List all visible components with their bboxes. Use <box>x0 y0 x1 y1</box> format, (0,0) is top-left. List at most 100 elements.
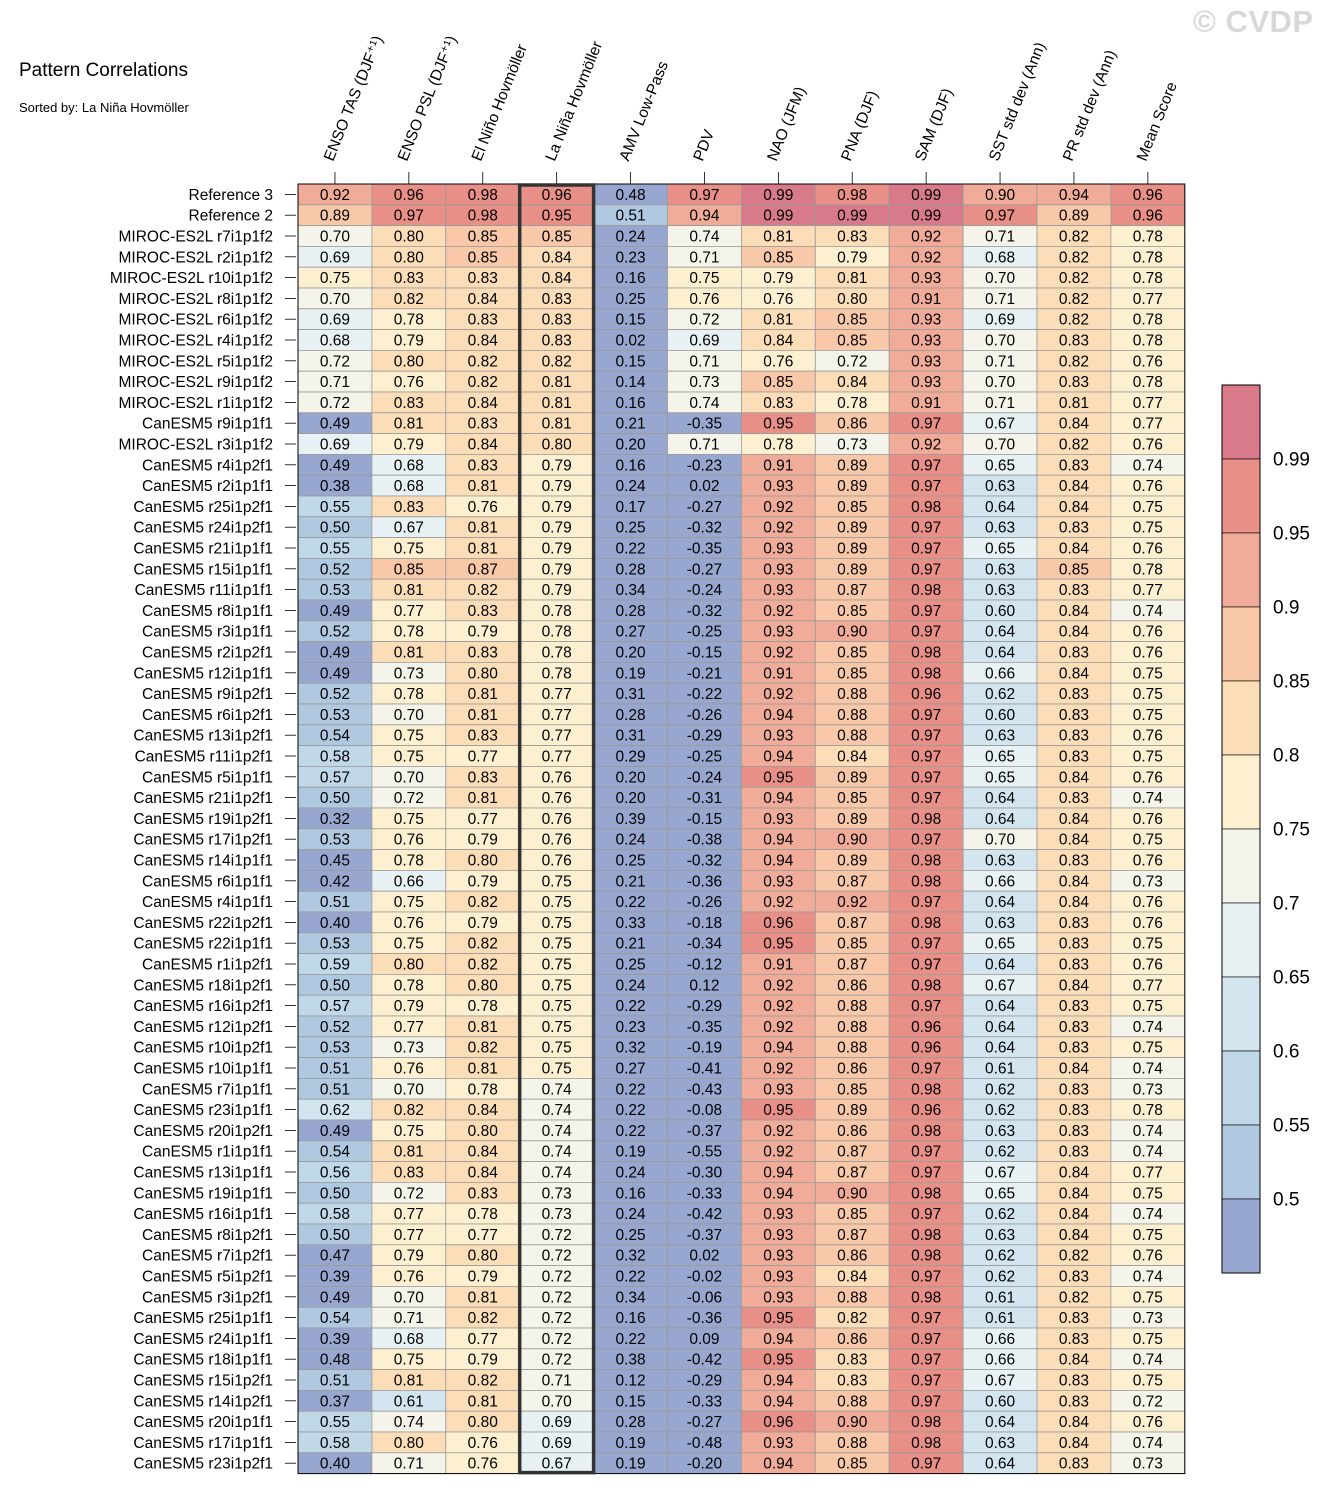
cell-value: 0.58 <box>320 749 350 766</box>
cell-value: 0.97 <box>911 1206 941 1223</box>
cell-value: 0.23 <box>615 249 645 266</box>
cell-value: 0.81 <box>468 790 498 807</box>
cell-value: 0.95 <box>763 1102 793 1119</box>
cell-value: 0.97 <box>911 1373 941 1390</box>
cell-value: 0.69 <box>320 249 350 266</box>
cell-value: 0.82 <box>468 582 498 599</box>
row-label: MIROC-ES2L r5i1p1f2 <box>119 353 274 370</box>
cell-value: 0.98 <box>911 1123 941 1140</box>
cell-value: 0.97 <box>911 478 941 495</box>
cell-value: 0.98 <box>911 977 941 994</box>
cell-value: 0.80 <box>394 249 425 266</box>
cell-value: 0.97 <box>911 707 941 724</box>
cell-value: 0.72 <box>542 1289 572 1306</box>
cell-value: 0.64 <box>985 1019 1016 1036</box>
cell-value: 0.84 <box>763 333 794 350</box>
row-label: CanESM5 r25i1p1f1 <box>133 1310 273 1327</box>
cell-value: 0.70 <box>542 1393 573 1410</box>
cell-value: 0.84 <box>1059 1206 1090 1223</box>
colorbar-segment <box>1221 976 1261 1052</box>
cell-value: 0.89 <box>837 478 867 495</box>
cell-value: 0.55 <box>320 1414 350 1431</box>
row-label: CanESM5 r13i1p1f1 <box>133 1165 273 1182</box>
cell-value: -0.37 <box>687 1227 722 1244</box>
cell-value: 0.52 <box>320 624 350 641</box>
cell-value: 0.76 <box>1133 478 1163 495</box>
cell-value: 0.85 <box>542 229 572 246</box>
colorbar: 0.5 0.55 0.6 0.65 0.7 0.75 0.8 0.85 0.9 0.95 0.99 <box>1221 384 1310 1274</box>
column-label: La Niña Hovmöller <box>543 39 607 164</box>
colorbar-segment <box>1221 1198 1261 1274</box>
cell-value: 0.38 <box>615 1352 645 1369</box>
cell-value: 0.58 <box>320 1435 350 1452</box>
cell-value: 0.64 <box>985 499 1016 516</box>
cell-value: 0.82 <box>1059 270 1089 287</box>
cell-value: 0.98 <box>911 645 941 662</box>
cell-value: 0.77 <box>394 603 424 620</box>
cell-value: 0.84 <box>1059 1352 1090 1369</box>
row-label: CanESM5 r16i1p1f1 <box>133 1206 273 1223</box>
cell-value: 0.98 <box>911 873 941 890</box>
cell-value: 0.88 <box>837 1019 867 1036</box>
cell-value: 0.87 <box>837 1165 867 1182</box>
cell-value: 0.79 <box>394 1248 424 1265</box>
cell-value: 0.97 <box>911 894 941 911</box>
cell-value: 0.76 <box>468 499 498 516</box>
cell-value: 0.88 <box>837 1289 867 1306</box>
cell-value: 0.93 <box>911 374 941 391</box>
cell-value: 0.83 <box>394 270 424 287</box>
row-label: MIROC-ES2L r4i1p1f2 <box>119 333 274 350</box>
colorbar-label: 0.55 <box>1273 1116 1310 1137</box>
cell-value: 0.97 <box>911 561 941 578</box>
cell-value: 0.93 <box>763 582 793 599</box>
cell-value: 0.83 <box>542 291 572 308</box>
cell-value: 0.75 <box>542 998 572 1015</box>
cell-value: 0.75 <box>320 270 350 287</box>
cell-value: 0.82 <box>468 936 498 953</box>
cell-value: 0.94 <box>763 1393 794 1410</box>
cell-value: 0.84 <box>468 1102 499 1119</box>
cell-value: 0.78 <box>468 1081 498 1098</box>
cell-value: 0.94 <box>763 790 794 807</box>
cell-value: 0.70 <box>985 333 1016 350</box>
cell-value: 0.75 <box>1133 665 1163 682</box>
cell-value: 0.85 <box>837 1206 867 1223</box>
cell-value: 0.96 <box>1133 208 1163 225</box>
cell-value: 0.71 <box>689 249 719 266</box>
cell-value: 0.89 <box>837 769 867 786</box>
cell-value: 0.80 <box>468 853 499 870</box>
cell-value: 0.80 <box>468 1248 499 1265</box>
cell-value: 0.69 <box>320 312 350 329</box>
cell-value: 0.66 <box>985 1352 1015 1369</box>
cell-value: 0.73 <box>837 437 867 454</box>
cell-value: 0.70 <box>320 291 351 308</box>
row-label: CanESM5 r5i1p1f1 <box>142 769 273 786</box>
colorbar-label: 0.6 <box>1273 1042 1299 1063</box>
cell-value: 0.74 <box>542 1081 573 1098</box>
cell-value: 0.97 <box>911 936 941 953</box>
cell-value: 0.80 <box>542 437 573 454</box>
cell-value: 0.83 <box>1059 707 1089 724</box>
cell-value: 0.97 <box>911 1144 941 1161</box>
cell-value: 0.83 <box>1059 686 1089 703</box>
cell-value: 0.15 <box>615 353 645 370</box>
cell-value: -0.33 <box>687 1185 722 1202</box>
cell-value: 0.81 <box>542 416 572 433</box>
cell-value: 0.77 <box>542 686 572 703</box>
cell-value: 0.85 <box>837 312 867 329</box>
column-label: AMV Low-Pass <box>616 59 672 164</box>
cell-value: 0.84 <box>1059 1165 1090 1182</box>
cell-value: 0.72 <box>689 312 719 329</box>
cell-value: 0.82 <box>1059 291 1089 308</box>
cell-value: 0.84 <box>1059 541 1090 558</box>
cell-value: 0.76 <box>542 811 572 828</box>
cell-value: 0.20 <box>615 790 646 807</box>
cell-value: 0.83 <box>837 1373 867 1390</box>
cell-value: 0.63 <box>985 853 1015 870</box>
cell-value: 0.83 <box>1059 1373 1089 1390</box>
cell-value: 0.69 <box>320 437 350 454</box>
cell-value: -0.22 <box>687 686 722 703</box>
cell-value: 0.83 <box>468 769 498 786</box>
cell-value: 0.97 <box>911 998 941 1015</box>
cell-value: 0.92 <box>763 603 793 620</box>
